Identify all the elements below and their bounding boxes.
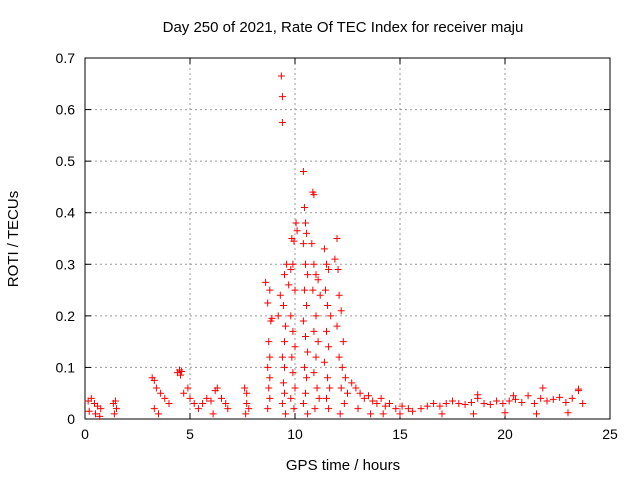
x-tick-label: 5 [186,426,194,442]
y-axis-label: ROTI / TECUs [5,191,22,287]
x-tick-label: 20 [497,426,513,442]
chart-background [0,0,640,480]
x-axis-label: GPS time / hours [286,457,400,474]
x-tick-label: 25 [602,426,618,442]
x-tick-label: 0 [81,426,89,442]
y-tick-label: 0 [67,411,75,427]
y-tick-label: 0.5 [56,153,76,169]
chart-title: Day 250 of 2021, Rate Of TEC Index for r… [163,19,524,36]
y-tick-label: 0.4 [56,205,76,221]
y-tick-label: 0.6 [56,102,76,118]
scatter-chart: 0 5 10 15 20 25 0 0.1 0.2 0.3 0.4 0.5 0.6 0.7 Day 250… [0,0,640,480]
y-tick-label: 0.3 [56,256,76,272]
y-tick-label: 0.7 [56,50,76,66]
y-tick-label: 0.1 [56,359,76,375]
x-tick-label: 10 [287,426,303,442]
y-tick-label: 0.2 [56,308,76,324]
chart-container: 0 5 10 15 20 25 0 0.1 0.2 0.3 0.4 0.5 0.6 0.7 Day 250… [0,0,640,480]
x-tick-label: 15 [392,426,408,442]
